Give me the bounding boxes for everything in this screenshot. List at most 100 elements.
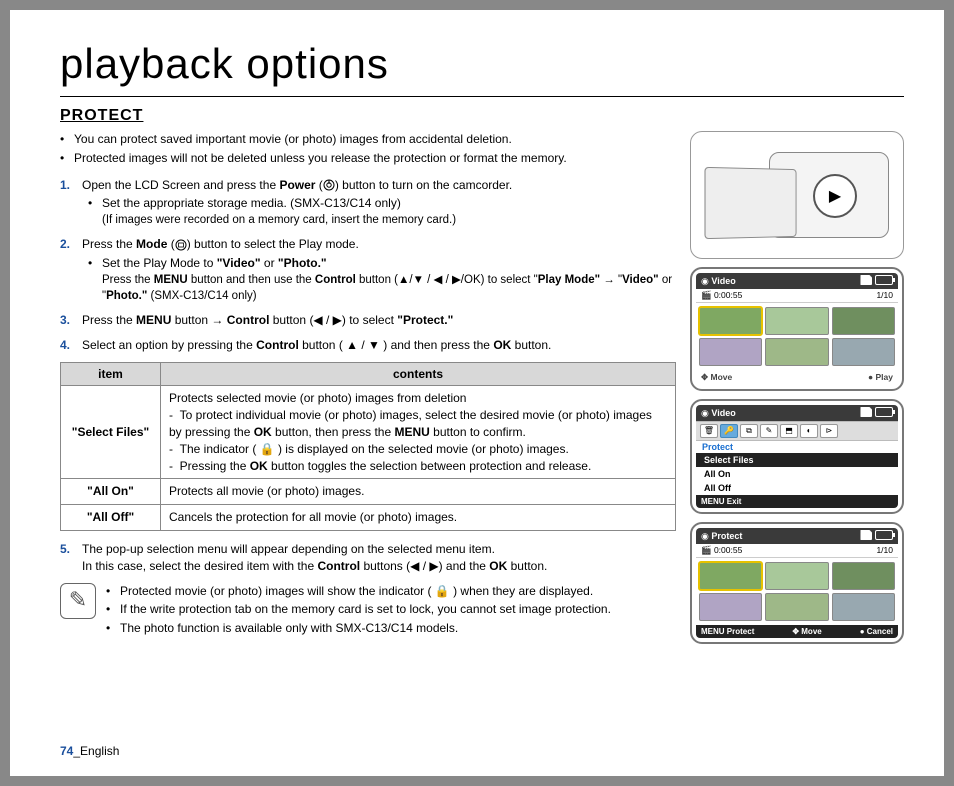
steps-list-2: 5. The pop-up selection menu will appear… [60, 541, 676, 575]
menu-item-select-files: Select Files [696, 453, 898, 467]
lcd-screen-video-grid: ◉ Video 🎬 0:00:551/10 ✥ Move● Play [690, 267, 904, 391]
lcd-sub-bar: 🎬 0:00:551/10 [696, 289, 898, 303]
step-text: Press the Mode () button to select the P… [82, 237, 359, 251]
thumbnail [699, 593, 762, 621]
thumbnail [699, 562, 762, 590]
table-item: "All Off" [61, 505, 161, 531]
note-item: If the write protection tab on the memor… [120, 601, 611, 618]
lcd-top-bar: ◉ Protect [696, 528, 898, 544]
table-row: "Select Files" Protects selected movie (… [61, 386, 676, 479]
table-row: "All Off"Cancels the protection for all … [61, 505, 676, 531]
menu-tabs: 🗑 🔑 ⧉ ✎ ⬒ ◐ ⊳ [696, 421, 898, 441]
steps-list: 1. Open the LCD Screen and press the Pow… [60, 177, 676, 354]
card-icon [860, 407, 872, 417]
step-number: 3. [60, 312, 70, 329]
table-item: "Select Files" [61, 386, 161, 479]
battery-icon [875, 407, 893, 417]
menu-tab-delete-icon: 🗑 [700, 424, 718, 438]
lcd-sub-bar: 🎬 0:00:551/10 [696, 544, 898, 558]
intro-bullet: You can protect saved important movie (o… [74, 131, 676, 148]
lcd-top-bar: ◉ Video [696, 273, 898, 289]
thumbnail [699, 338, 762, 366]
step-text: Select an option by pressing the Control… [82, 338, 551, 352]
page-number: 74 [60, 744, 73, 758]
step-sub-note: Press the MENU button and then use the C… [82, 272, 676, 304]
thumbnail [832, 307, 895, 335]
section-heading: PROTECT [60, 107, 904, 125]
content-row: You can protect saved important movie (o… [60, 131, 904, 644]
menu-tab: ◐ [800, 424, 818, 438]
lcd-footer: ✥ Move● Play [696, 370, 898, 385]
thumbnail [832, 562, 895, 590]
step-text: Press the MENU button → Control button (… [82, 313, 453, 327]
mode-icon [175, 239, 187, 251]
lcd-footer: MENU Protect ✥ Move ● Cancel [696, 625, 898, 638]
intro-bullets: You can protect saved important movie (o… [60, 131, 676, 167]
table-row: "All On"Protects all movie (or photo) im… [61, 479, 676, 505]
right-column: ▶ ◉ Video 🎬 0:00:551/10 ✥ Move● Play [690, 131, 904, 644]
step-number: 2. [60, 236, 70, 253]
table-content: Cancels the protection for all movie (or… [161, 505, 676, 531]
page-footer: 74_English [60, 744, 119, 758]
manual-page: playback options PROTECT You can protect… [10, 10, 944, 776]
step-text: Open the LCD Screen and press the Power … [82, 178, 512, 192]
step-3: 3. Press the MENU button → Control butto… [82, 312, 676, 329]
note-item: The photo function is available only wit… [120, 620, 611, 637]
menu-tab: ✎ [760, 424, 778, 438]
note-item: Protected movie (or photo) images will s… [120, 583, 611, 600]
menu-tab: ⬒ [780, 424, 798, 438]
step-2: 2. Press the Mode () button to select th… [82, 236, 676, 304]
step-sub: Set the Play Mode to "Video" or "Photo." [102, 255, 676, 272]
thumbnail [832, 338, 895, 366]
lcd-screen-protect-grid: ◉ Protect 🎬 0:00:551/10 MENU Protect ✥ M… [690, 522, 904, 644]
battery-icon [875, 530, 893, 540]
card-icon [860, 530, 872, 540]
step-number: 1. [60, 177, 70, 194]
step-text: In this case, select the desired item wi… [82, 559, 547, 573]
table-header: contents [161, 362, 676, 386]
battery-icon [875, 275, 893, 285]
power-icon [323, 179, 335, 191]
lcd-footer: MENU Exit [696, 495, 898, 508]
options-table: itemcontents "Select Files" Protects sel… [60, 362, 676, 531]
thumbnail [765, 307, 828, 335]
step-text: The pop-up selection menu will appear de… [82, 542, 495, 556]
menu-title: Protect [696, 441, 898, 453]
lcd-screen-protect-menu: ◉ Video 🗑 🔑 ⧉ ✎ ⬒ ◐ ⊳ Protect Select Fil… [690, 399, 904, 514]
table-content: Protects all movie (or photo) images. [161, 479, 676, 505]
step-number: 5. [60, 541, 70, 558]
note-list: Protected movie (or photo) images will s… [106, 583, 611, 639]
intro-bullet: Protected images will not be deleted unl… [74, 150, 676, 167]
step-sub-note: (If images were recorded on a memory car… [82, 212, 676, 228]
step-number: 4. [60, 337, 70, 354]
thumbnail-grid [696, 558, 898, 625]
page-language: English [80, 744, 119, 758]
table-header: item [61, 362, 161, 386]
camcorder-illustration: ▶ [690, 131, 904, 259]
menu-tab-protect-icon: 🔑 [720, 424, 738, 438]
table-item: "All On" [61, 479, 161, 505]
page-title: playback options [60, 40, 904, 88]
step-5: 5. The pop-up selection menu will appear… [82, 541, 676, 575]
thumbnail [765, 593, 828, 621]
thumbnail [832, 593, 895, 621]
note-icon: ✎ [60, 583, 96, 619]
thumbnail [699, 307, 762, 335]
thumbnail [765, 562, 828, 590]
title-rule [60, 96, 904, 97]
menu-tab: ⧉ [740, 424, 758, 438]
play-mode-button: ▶ [813, 174, 857, 218]
step-1: 1. Open the LCD Screen and press the Pow… [82, 177, 676, 229]
step-4: 4. Select an option by pressing the Cont… [82, 337, 676, 354]
lcd-top-bar: ◉ Video [696, 405, 898, 421]
table-content: Protects selected movie (or photo) image… [161, 386, 676, 479]
step-sub: Set the appropriate storage media. (SMX-… [102, 195, 676, 212]
left-column: You can protect saved important movie (o… [60, 131, 676, 644]
menu-tab: ⊳ [820, 424, 838, 438]
menu-item-all-off: All Off [696, 481, 898, 495]
note-box: ✎ Protected movie (or photo) images will… [60, 583, 676, 639]
camcorder-lcd [704, 167, 796, 239]
card-icon [860, 275, 872, 285]
menu-item-all-on: All On [696, 467, 898, 481]
thumbnail [765, 338, 828, 366]
